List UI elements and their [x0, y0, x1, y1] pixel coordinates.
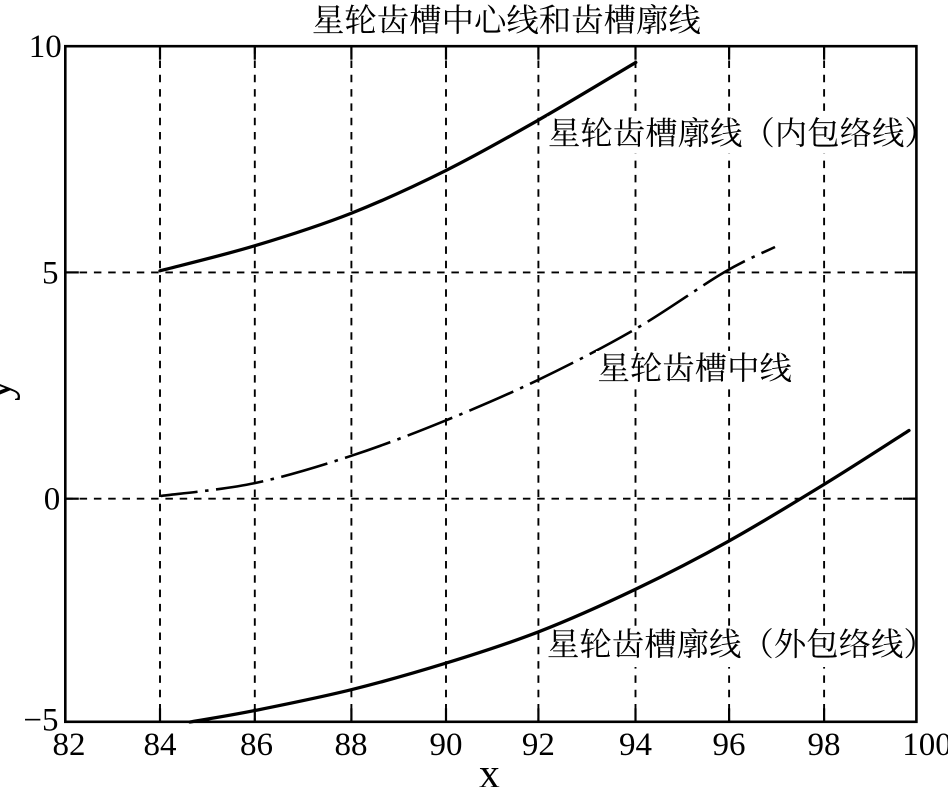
- svg-text:−5: −5: [23, 703, 58, 739]
- svg-text:88: 88: [335, 727, 368, 763]
- svg-text:10: 10: [29, 29, 62, 65]
- svg-text:86: 86: [240, 727, 273, 763]
- svg-text:98: 98: [808, 727, 841, 763]
- svg-text:5: 5: [42, 255, 59, 291]
- svg-text:0: 0: [44, 482, 61, 518]
- svg-text:y: y: [0, 378, 21, 401]
- svg-text:84: 84: [144, 727, 177, 763]
- svg-text:90: 90: [430, 727, 463, 763]
- svg-text:96: 96: [713, 727, 746, 763]
- svg-text:94: 94: [619, 727, 652, 763]
- svg-text:100: 100: [902, 727, 948, 763]
- svg-text:82: 82: [53, 727, 86, 763]
- svg-text:x: x: [479, 752, 500, 787]
- svg-text:92: 92: [522, 727, 555, 763]
